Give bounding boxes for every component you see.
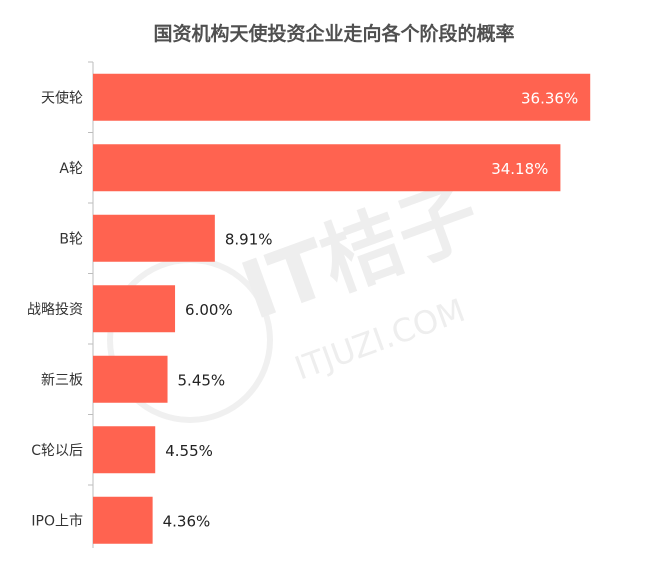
- value-label: 4.36%: [163, 512, 211, 530]
- bar: [93, 73, 591, 121]
- value-label: 5.45%: [178, 371, 226, 389]
- bar: [93, 355, 168, 403]
- bars-group: 天使轮 36.36% A轮 34.18% B轮 8.91% 战略投资 6.00% 新三板 5.45…: [27, 61, 591, 544]
- category-label: 新三板: [41, 372, 83, 388]
- value-label: 6.00%: [185, 301, 233, 319]
- bar: [93, 214, 215, 262]
- chart-title: 国资机构天使投资企业走向各个阶段的概率: [153, 22, 514, 45]
- value-label: 36.36%: [521, 89, 578, 107]
- bar: [93, 426, 156, 474]
- category-label: IPO上市: [31, 512, 83, 529]
- category-label: B轮: [59, 231, 83, 247]
- category-label: 战略投资: [27, 302, 83, 318]
- value-label: 8.91%: [225, 230, 273, 248]
- category-label: A轮: [59, 161, 83, 177]
- value-label: 4.55%: [165, 442, 213, 460]
- bar: [93, 285, 176, 333]
- bar: [93, 496, 153, 544]
- value-label: 34.18%: [491, 160, 548, 178]
- bar: [93, 144, 561, 192]
- category-label: 天使轮: [41, 89, 83, 106]
- category-label: C轮以后: [31, 443, 83, 459]
